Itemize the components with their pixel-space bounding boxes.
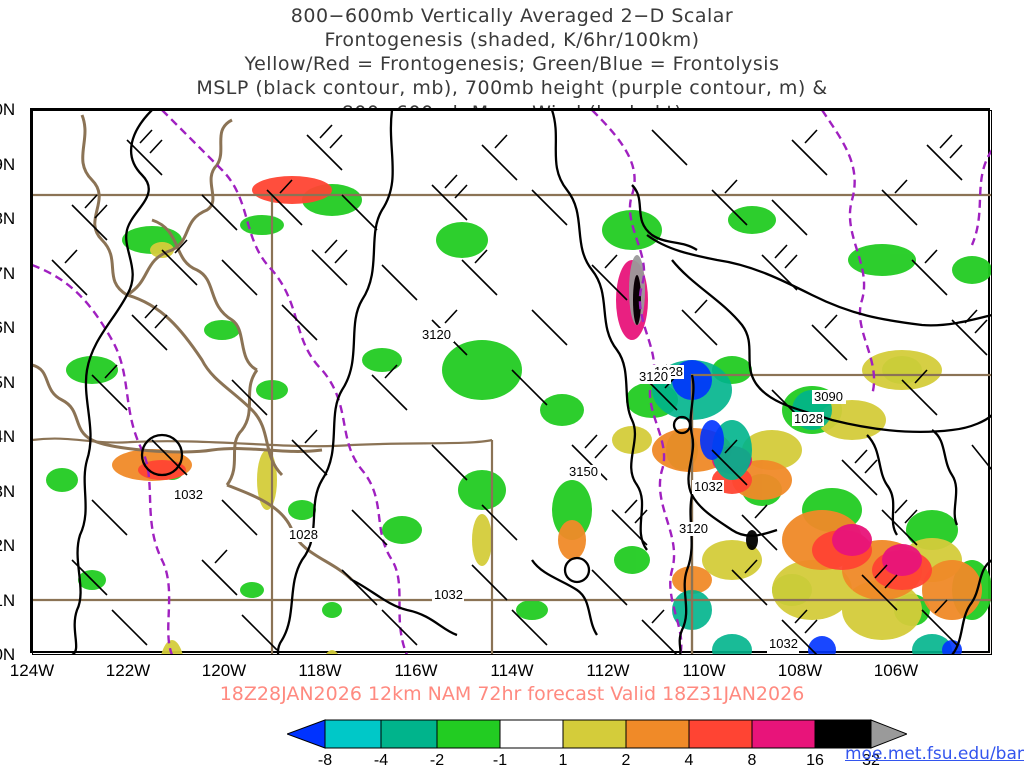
legend-tick-4: 4 [685,752,694,770]
legend-swatch-2 [381,720,437,748]
svg-text:3120: 3120 [422,327,451,342]
legend-tick-8: 8 [748,752,757,770]
map-container[interactable]: 1028 1028 1028 1032 1032 1032 1032 3120 … [30,108,990,653]
legend-tick-neg8: -8 [318,752,332,770]
svg-text:1028: 1028 [794,411,823,426]
svg-text:3120: 3120 [639,369,668,384]
legend-swatch-5 [563,720,626,748]
legend-tick-1: 1 [559,752,568,770]
legend-swatch-7 [689,720,752,748]
svg-text:1032: 1032 [694,479,723,494]
legend-tick-neg1: -1 [493,752,507,770]
legend-swatch-6 [626,720,689,748]
valid-forecast-text: 18Z28JAN2026 12km NAM 72hr forecast Vali… [0,683,1024,705]
frontogenesis-shading [46,176,992,655]
legend-swatch-arrow-low [287,720,325,748]
svg-text:1032: 1032 [769,636,798,651]
svg-text:1032: 1032 [434,587,463,602]
svg-text:3090: 3090 [814,389,843,404]
mslp-contour-labels: 1028 1028 1028 1032 1032 1032 1032 [172,364,824,655]
weather-map-svg[interactable]: 1028 1028 1028 1032 1032 1032 1032 3120 … [32,110,992,655]
svg-text:1028: 1028 [289,527,318,542]
legend-swatch-3 [437,720,500,748]
legend-swatch-4 [500,720,563,748]
svg-text:1032: 1032 [174,487,203,502]
legend-swatch-8 [752,720,815,748]
svg-text:3120: 3120 [679,521,708,536]
legend-tick-16: 16 [806,752,824,770]
legend-swatch-1 [325,720,381,748]
color-legend[interactable]: -8 -4 -2 -1 1 2 4 8 16 32 [287,718,907,768]
legend-tick-neg4: -4 [374,752,388,770]
svg-text:3150: 3150 [569,464,598,479]
legend-tick-2: 2 [622,752,631,770]
chart-title: 800−600mb Vertically Averaged 2−D Scalar… [0,4,1024,125]
legend-tick-neg2: -2 [430,752,444,770]
credit-link[interactable]: moe.met.fsu.edu/banding [845,744,1024,764]
